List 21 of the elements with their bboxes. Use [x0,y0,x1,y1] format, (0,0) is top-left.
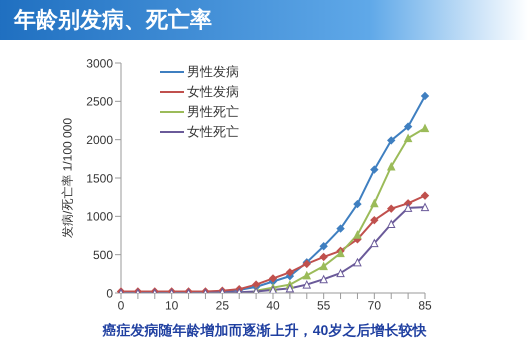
y-tick-label: 0 [106,286,114,300]
y-tick-label: 500 [92,248,114,262]
legend-label: 男性死亡 [187,103,239,121]
legend-label: 女性死亡 [187,123,239,141]
x-tick-label: 10 [164,298,179,313]
text: 癌症发病随年龄增加而逐渐上升，40岁之后增长较快 [102,322,428,340]
x-tick-label: 70 [368,298,382,313]
legend-label: 男性发病 [187,63,239,81]
chart-title: 年龄别发病、死亡率 [0,0,529,40]
x-tick-label: 40 [266,298,280,313]
legend-label: 女性发病 [187,83,239,101]
x-tick-label: 55 [316,298,331,313]
y-tick-label: 1000 [86,210,114,224]
y-tick-label: 3000 [86,56,114,70]
x-tick-label: 85 [418,298,432,313]
x-tick-label: 25 [216,298,230,313]
x-tick-label: 0 [118,298,125,313]
y-tick-label: 2000 [86,132,114,147]
y-tick-label: 1500 [86,171,114,186]
y-axis-title: 发病/死亡率 1/100 000 [60,118,76,238]
y-tick-label: 2500 [86,94,114,109]
